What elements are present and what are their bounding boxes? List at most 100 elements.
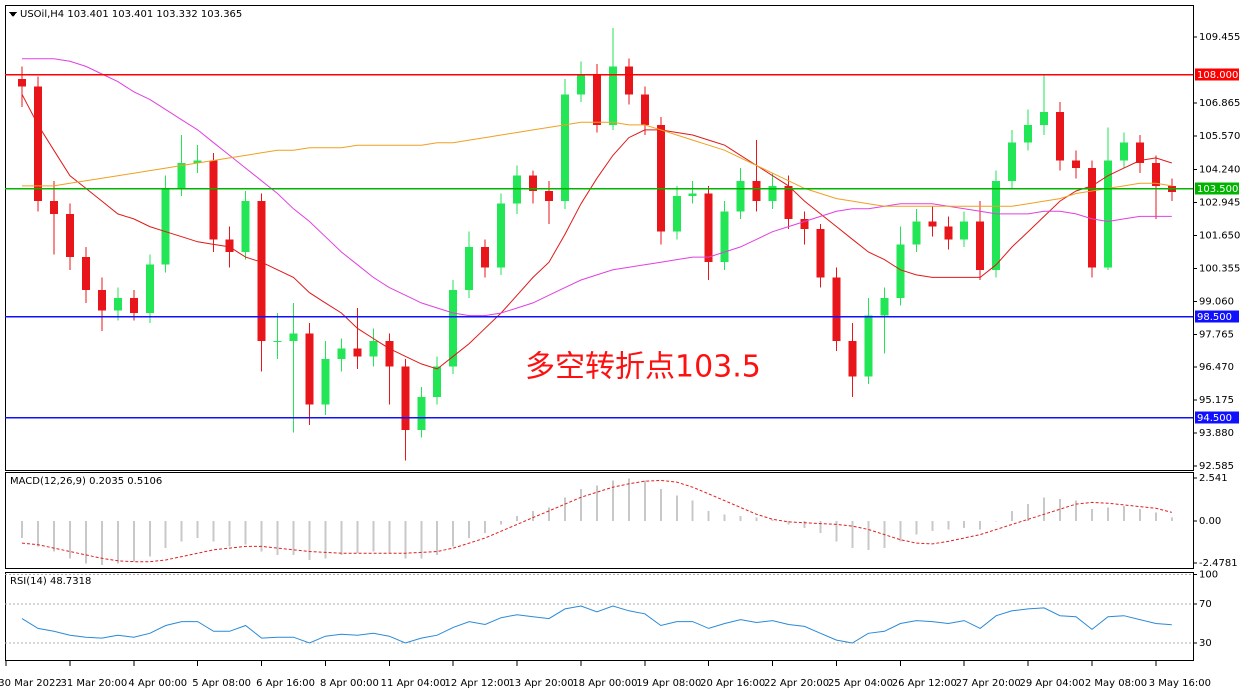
candle-body — [560, 94, 569, 202]
macd-bar — [468, 521, 471, 538]
macd-bar — [947, 521, 950, 530]
x-tick-label: 3 May 16:00 — [1149, 678, 1211, 689]
candle-body — [1040, 112, 1049, 125]
macd-bar — [1027, 504, 1030, 522]
macd-bar — [1138, 509, 1141, 522]
macd-bar — [611, 480, 614, 522]
macd-bar — [452, 521, 455, 547]
macd-bar — [819, 521, 822, 533]
candle-body — [81, 257, 90, 291]
candle-body — [1024, 124, 1033, 143]
macd-bar — [100, 521, 103, 566]
y-tick-label: 95.175 — [1199, 395, 1234, 406]
candle-body — [592, 73, 601, 125]
candle-body — [608, 66, 617, 125]
y-tick-label: 96.470 — [1199, 362, 1234, 373]
x-tick-label: 6 Apr 16:00 — [256, 678, 315, 689]
candle-body — [18, 79, 26, 87]
candle-body — [177, 163, 186, 189]
macd-bar — [212, 521, 215, 542]
candle-body — [241, 201, 250, 253]
candle-body — [912, 221, 921, 245]
macd-bar — [563, 497, 566, 522]
y-tick-label: 102.945 — [1199, 198, 1240, 209]
macd-bar — [388, 521, 391, 554]
moving-average — [22, 58, 1172, 317]
candle-body — [576, 73, 585, 95]
macd-bar — [803, 521, 806, 528]
candle-body — [1087, 168, 1096, 268]
x-tick-label: 4 Apr 00:00 — [128, 678, 187, 689]
y-tick-label: 105.570 — [1199, 131, 1240, 142]
macd-bar — [931, 521, 934, 532]
candle-body — [97, 290, 106, 311]
macd-bar — [659, 488, 662, 522]
rsi-line — [21, 605, 1172, 644]
y-tick-label: 109.455 — [1199, 32, 1240, 43]
macd-bar — [84, 521, 87, 564]
macd-bar — [851, 521, 854, 549]
y-tick-label: 100 — [1199, 570, 1218, 581]
candle-body — [768, 185, 777, 202]
y-tick-label: 92.585 — [1199, 461, 1234, 472]
macd-bar — [276, 521, 279, 555]
candle-body — [433, 366, 442, 397]
candle-body — [305, 333, 314, 405]
macd-bar — [324, 521, 327, 559]
macd-bar — [707, 510, 710, 522]
y-tick-label: 70 — [1199, 599, 1212, 610]
y-tick-label: 2.541 — [1199, 473, 1228, 484]
macd-bar — [995, 521, 998, 522]
y-tick-label: 0.00 — [1199, 516, 1221, 527]
y-tick-label: -2.4781 — [1199, 558, 1238, 569]
macd-bar — [1106, 507, 1109, 522]
candle-body — [800, 218, 809, 230]
candle-body — [465, 246, 474, 291]
macd-bar — [1059, 499, 1062, 522]
candle-body — [736, 180, 745, 212]
y-tick-label: 106.865 — [1199, 98, 1240, 109]
macd-bar — [180, 521, 183, 542]
y-tick-label: 99.060 — [1199, 296, 1234, 307]
candle-body — [497, 203, 506, 268]
rsi-panel — [5, 572, 1194, 661]
macd-bar — [979, 521, 982, 530]
candle-body — [656, 124, 665, 232]
macd-bar — [356, 521, 359, 554]
candle-body — [193, 160, 202, 164]
candle-body — [321, 358, 330, 405]
candle-body — [65, 213, 74, 258]
candle-body — [784, 185, 793, 219]
level-label-box — [1195, 68, 1239, 81]
candle-body — [848, 341, 857, 377]
candle-body — [704, 193, 713, 263]
macd-bar — [244, 521, 247, 545]
y-tick-label: 97.765 — [1199, 329, 1234, 340]
candle-body — [720, 211, 729, 263]
candle-body — [992, 180, 1001, 270]
candle-body — [49, 201, 58, 214]
menu-icon[interactable] — [9, 12, 17, 17]
x-tick-label: 27 Apr 20:00 — [956, 678, 1021, 689]
candle-body — [880, 297, 889, 316]
candle-body — [1119, 142, 1128, 161]
candle-body — [944, 226, 953, 240]
macd-bar — [723, 514, 726, 522]
macd-bar — [164, 521, 167, 549]
macd-bar — [1075, 500, 1078, 522]
candle-body — [417, 396, 426, 431]
level-label: 108.000 — [1197, 70, 1238, 81]
candle-body — [369, 341, 378, 357]
macd-bar — [68, 521, 71, 559]
macd-bar — [404, 521, 407, 559]
x-tick-label: 5 Apr 08:00 — [192, 678, 251, 689]
macd-bar — [500, 521, 503, 525]
macd-bar — [548, 507, 551, 522]
macd-bar — [1090, 509, 1093, 522]
candle-body — [337, 348, 346, 359]
candle-body — [209, 160, 218, 240]
moving-average — [22, 121, 1172, 207]
candle-body — [145, 264, 154, 314]
x-tick-label: 19 Apr 08:00 — [636, 678, 701, 689]
